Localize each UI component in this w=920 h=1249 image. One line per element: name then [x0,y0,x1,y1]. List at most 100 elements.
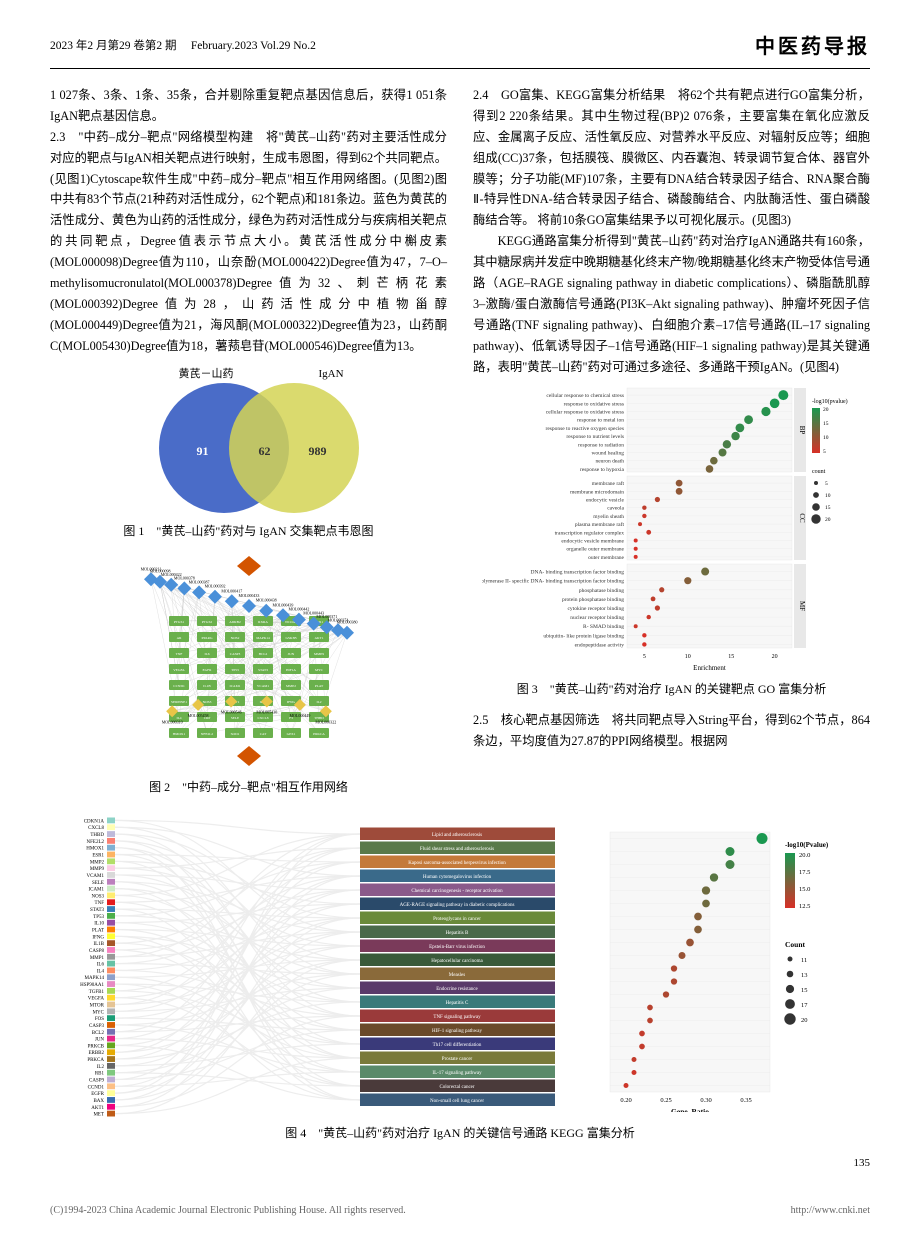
svg-text:JUN: JUN [95,1038,105,1043]
svg-text:Epstein-Barr virus infection: Epstein-Barr virus infection [429,945,485,950]
svg-text:cytokine receptor binding: cytokine receptor binding [567,606,624,612]
figure-1-caption: 图 1 "黄芪–山药"药对与 IgAN 交集靶点韦恩图 [50,521,447,541]
svg-text:VEGFA: VEGFA [88,997,105,1002]
svg-text:HIF-1 signaling pathway: HIF-1 signaling pathway [432,1029,482,1034]
svg-text:caveola: caveola [607,506,624,512]
svg-text:CDKN1A: CDKN1A [84,820,105,825]
svg-text:5: 5 [642,654,645,660]
section-2-3: 2.3 "中药–成分–靶点"网络模型构建 将"黄芪–山药"药对主要活性成分对应的… [50,127,447,357]
svg-text:neuron death: neuron death [595,459,624,465]
svg-text:BP: BP [798,426,806,435]
svg-text:MMP9: MMP9 [314,652,324,656]
page-header: 2023 年2 月第29 卷第2 期 February.2023 Vol.29 … [50,30,870,69]
svg-text:transcription regulator comple: transcription regulator complex [554,531,624,537]
svg-text:Count: Count [785,940,806,949]
svg-text:Fluid shear stress and atheros: Fluid shear stress and atherosclerosis [420,847,494,852]
svg-text:STAT3: STAT3 [90,908,105,913]
page-number: 135 [50,1154,870,1173]
svg-text:IFNG: IFNG [92,936,104,941]
svg-text:PLAT: PLAT [92,929,104,934]
svg-text:MAPK14: MAPK14 [85,977,105,982]
svg-text:membrane microdomain: membrane microdomain [570,490,624,496]
svg-text:TNF: TNF [175,652,182,656]
svg-text:membrane raft: membrane raft [591,481,624,488]
footer-copyright: (C)1994-2023 China Academic Journal Elec… [50,1202,406,1219]
svg-text:5: 5 [825,481,828,487]
svg-text:15: 15 [728,654,734,660]
left-column: 1 027条、3条、1条、35条，合并剔除重复靶点基因信息后，获得1 051条I… [50,85,447,807]
svg-text:STAT3: STAT3 [258,668,268,672]
svg-text:HMOX1: HMOX1 [86,847,104,852]
svg-text:MOL000546: MOL000546 [220,709,241,714]
svg-text:response to nutrient levels: response to nutrient levels [566,435,624,441]
figure-4-caption: 图 4 "黄芪–山药"药对治疗 IgAN 的关键信号通路 KEGG 富集分析 [50,1123,870,1143]
journal-title: 中医药导报 [755,30,870,64]
figure-2-caption: 图 2 "中药–成分–靶点"相互作用网络 [50,777,447,797]
svg-text:GPX1: GPX1 [286,732,295,736]
svg-text:MOL005458: MOL005458 [187,713,208,718]
svg-text:CAT: CAT [259,732,266,736]
svg-text:0.35: 0.35 [740,1097,751,1104]
svg-text:TNF: TNF [95,902,105,907]
svg-text:HMOX1: HMOX1 [172,732,185,736]
svg-text:SERPINE1: SERPINE1 [171,700,187,704]
svg-text:CC: CC [798,514,806,524]
svg-text:IL2: IL2 [97,1065,105,1070]
svg-text:CXCL8: CXCL8 [257,716,268,720]
svg-text:cellular response to chemical: cellular response to chemical stress [546,394,624,400]
svg-text:0.30: 0.30 [700,1097,711,1104]
svg-text:Enrichment: Enrichment [693,664,726,672]
svg-text:organelle outer membrane: organelle outer membrane [566,547,624,553]
svg-text:17.5: 17.5 [799,869,810,876]
svg-text:cellular response to oxidative: cellular response to oxidative stress [545,410,623,416]
svg-text:-log10(pvalue): -log10(pvalue) [812,398,848,405]
svg-text:VCAM1: VCAM1 [256,684,269,688]
svg-text:PTGS2: PTGS2 [201,620,212,624]
svg-text:SELE: SELE [230,716,238,720]
page-footer: (C)1994-2023 China Academic Journal Elec… [50,1202,870,1219]
section-2-4: 2.4 GO富集、KEGG富集分析结果 将62个共有靶点进行GO富集分析，得到2… [473,85,870,231]
svg-text:endopeptidase activity: endopeptidase activity [574,643,624,649]
svg-text:20: 20 [771,654,777,660]
svg-text:DNA- binding transcription fac: DNA- binding transcription factor bindin… [530,569,624,576]
figure-4-row: CDKN1ACXCL8THBDNFE2L2HMOX1ESR1MMP2MMP9VC… [50,817,870,1117]
svg-text:MF: MF [798,601,806,611]
figure-1-venn: 黄芪－山药 IgAN 91 62 989 [119,365,379,515]
svg-text:Hepatitis C: Hepatitis C [446,1001,469,1006]
svg-text:PRKCB: PRKCB [88,1045,105,1050]
right-column: 2.4 GO富集、KEGG富集分析结果 将62个共有靶点进行GO富集分析，得到2… [473,85,870,807]
figure-3-caption: 图 3 "黄芪–山药"药对治疗 IgAN 的关键靶点 GO 富集分析 [473,679,870,699]
svg-text:Human cytomegalovirus infectio: Human cytomegalovirus infection [423,875,492,880]
svg-text:RNA polymerase II- specific DN: RNA polymerase II- specific DNA- binding… [482,578,624,585]
venn-label-a: 黄芪－山药 [179,365,234,384]
svg-text:endocytic vesicle membrane: endocytic vesicle membrane [561,539,624,545]
svg-text:CCND1: CCND1 [173,684,185,688]
svg-text:IL10: IL10 [94,922,104,927]
svg-text:phosphatase binding: phosphatase binding [578,588,623,594]
footer-url: http://www.cnki.net [791,1202,870,1219]
svg-text:CASP3: CASP3 [229,652,240,656]
svg-text:ERBB2: ERBB2 [88,1052,104,1057]
venn-count-ab: 62 [259,441,271,461]
svg-text:response to radiation: response to radiation [578,443,624,449]
svg-text:PRKCA: PRKCA [313,732,325,736]
svg-text:SELE: SELE [92,881,104,886]
svg-text:wound healing: wound healing [591,451,624,457]
svg-text:IL-17 signaling pathway: IL-17 signaling pathway [432,1071,482,1076]
svg-text:R- SMAD binding: R- SMAD binding [583,625,624,631]
figure-4-kegg-dot: 0.200.250.300.35Gene_Ratio-log10(Pvalue)… [580,822,860,1112]
svg-text:NFE2L2: NFE2L2 [87,840,105,845]
svg-text:count: count [812,469,826,475]
svg-text:Lipid and atherosclerosis: Lipid and atherosclerosis [432,833,482,838]
date-cn: 2023 年2 月第29 卷第2 期 [50,40,177,52]
svg-text:EGFR: EGFR [91,1092,104,1097]
svg-text:-log10(Pvalue): -log10(Pvalue) [785,841,829,849]
svg-text:Prostate cancer: Prostate cancer [442,1057,473,1062]
svg-text:SOD1: SOD1 [230,732,239,736]
svg-text:Proteoglycans in cancer: Proteoglycans in cancer [433,917,481,922]
svg-text:MYC: MYC [93,1011,105,1016]
svg-text:GSK3B: GSK3B [285,636,297,640]
two-column-layout: 1 027条、3条、1条、35条，合并剔除重复靶点基因信息后，获得1 051条I… [50,85,870,807]
svg-text:15: 15 [825,505,831,511]
svg-text:MTOR: MTOR [90,1004,105,1009]
